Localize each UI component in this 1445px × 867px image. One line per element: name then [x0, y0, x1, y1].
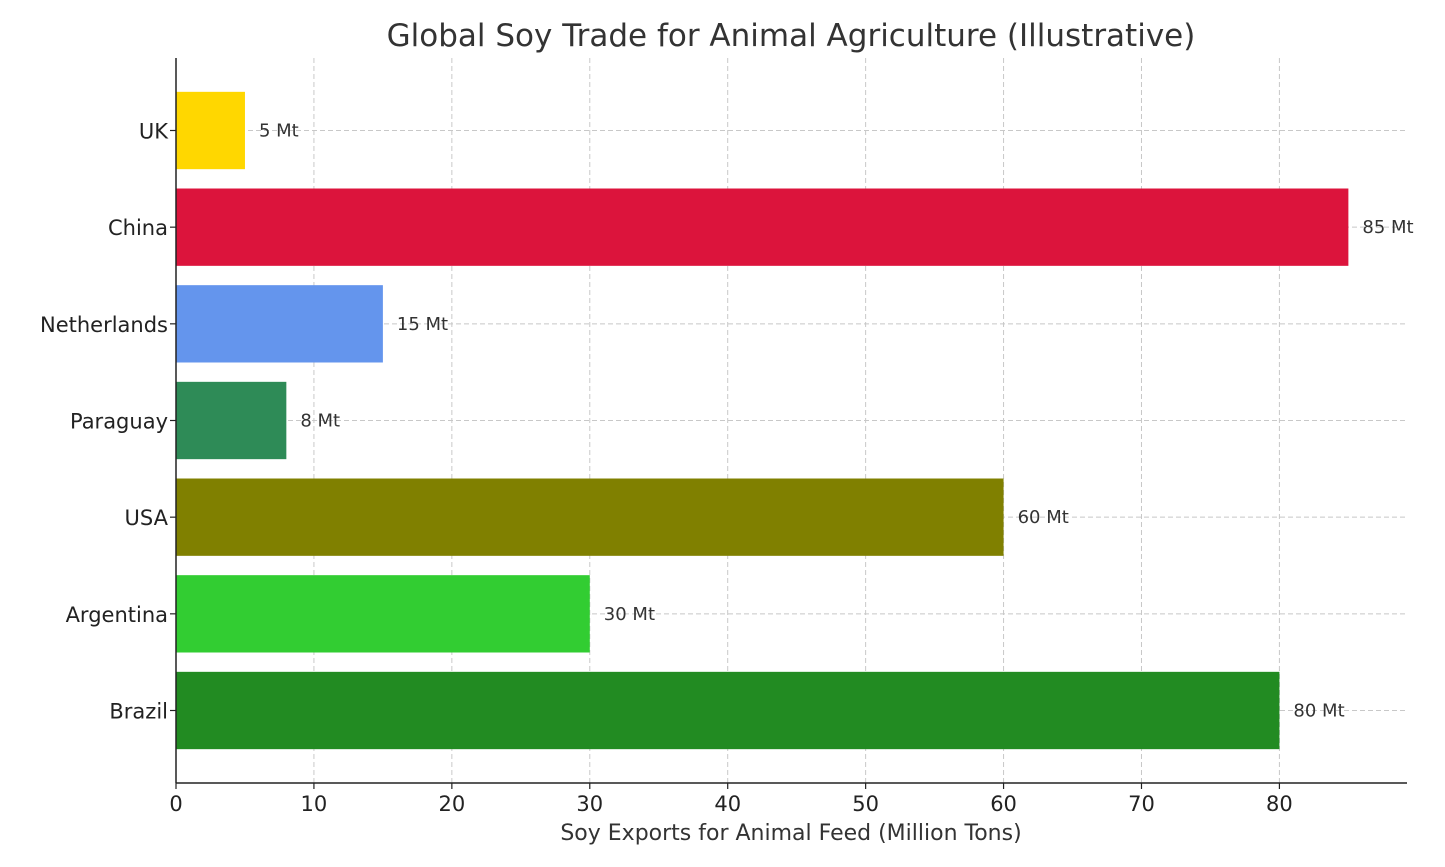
x-ticks: 0 10 20 30 40 50 60 70 80 — [169, 783, 1293, 816]
y-tick-label: Paraguay — [70, 410, 168, 434]
y-tick-label: UK — [139, 120, 169, 144]
data-label: 5 Mt — [259, 121, 299, 142]
data-labels: 80 Mt 30 Mt 60 Mt 8 Mt 15 Mt 85 Mt 5 Mt — [259, 121, 1414, 722]
chart-title: Global Soy Trade for Animal Agriculture … — [387, 18, 1196, 54]
x-tick-label: 30 — [576, 792, 603, 816]
y-ticks: Brazil Argentina USA Paraguay Netherlands Chi… — [40, 120, 176, 724]
bar-brazil — [176, 671, 1280, 750]
y-tick-label: Netherlands — [40, 313, 168, 337]
bar-paraguay — [176, 381, 287, 460]
y-tick-label: Brazil — [109, 700, 168, 724]
bar-usa — [176, 478, 1004, 556]
x-tick-label: 40 — [714, 792, 741, 816]
bar-uk — [176, 91, 245, 170]
bars — [176, 91, 1349, 750]
bar-netherlands — [176, 285, 383, 363]
data-label: 80 Mt — [1293, 701, 1344, 722]
bar-china — [176, 188, 1349, 266]
y-tick-label: USA — [125, 506, 169, 530]
x-axis-label: Soy Exports for Animal Feed (Million Ton… — [560, 821, 1021, 846]
data-label: 15 Mt — [397, 314, 448, 335]
x-tick-label: 0 — [169, 792, 182, 816]
x-tick-label: 50 — [852, 792, 879, 816]
bar-argentina — [176, 575, 590, 653]
x-tick-label: 70 — [1128, 792, 1155, 816]
x-tick-label: 60 — [990, 792, 1017, 816]
x-tick-label: 20 — [438, 792, 465, 816]
x-tick-label: 80 — [1266, 792, 1293, 816]
x-tick-label: 10 — [301, 792, 328, 816]
data-label: 8 Mt — [300, 411, 340, 432]
data-label: 30 Mt — [604, 604, 655, 625]
data-label: 60 Mt — [1018, 507, 1069, 528]
y-tick-label: Argentina — [66, 603, 168, 627]
y-tick-label: China — [108, 216, 168, 240]
data-label: 85 Mt — [1362, 217, 1413, 238]
